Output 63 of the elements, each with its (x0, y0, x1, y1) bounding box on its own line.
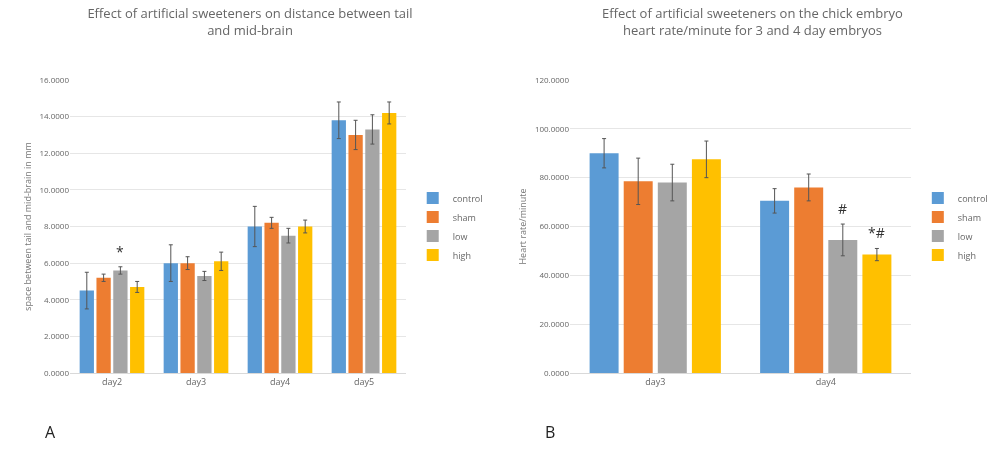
bar (214, 261, 229, 373)
bar (281, 235, 296, 373)
chart-title: Effect of artificial sweeteners on the chick embryo heart rate/minute for 3 and 4 day embryos (602, 4, 904, 40)
legend-label: sham (957, 210, 981, 224)
bar (264, 222, 279, 373)
bar (589, 153, 619, 373)
y-tick-label: 0.0000 (544, 366, 570, 378)
y-tick-label: 80.0000 (539, 171, 570, 183)
y-tick-label: 8.0000 (44, 220, 70, 232)
legend-label: low (957, 229, 973, 243)
legend-label: control (452, 191, 483, 205)
text: B (545, 421, 556, 443)
bar (828, 239, 858, 373)
bar (623, 181, 653, 373)
x-tick-label: day3 (185, 374, 207, 388)
bar (657, 182, 687, 373)
y-tick-label: 0.0000 (44, 366, 70, 378)
bar (247, 226, 262, 373)
bar (691, 159, 721, 373)
bar (197, 275, 212, 373)
y-tick-label: 120.0000 (534, 73, 570, 85)
y-tick-label: 60.0000 (539, 220, 570, 232)
y-axis-title: Heart rate/minute (516, 188, 530, 265)
legend-label: low (452, 229, 468, 243)
x-tick-label: day3 (645, 374, 666, 388)
x-tick-label: day4 (269, 374, 291, 388)
x-tick-label: day5 (353, 374, 375, 388)
legend-label: high (957, 248, 977, 262)
y-axis-title: space between tail and mid-brain in mm (20, 142, 34, 311)
bar (163, 263, 178, 373)
text: A (45, 421, 56, 443)
x-tick-label: day2 (101, 374, 123, 388)
y-tick-label: 20.0000 (539, 317, 570, 329)
x-tick-label: day4 (815, 374, 836, 388)
y-tick-label: 2.0000 (44, 330, 70, 342)
y-tick-label: 100.0000 (534, 122, 570, 134)
annotation: * (116, 242, 124, 261)
chart-title: Effect of artificial sweeteners on distance between tail and mid-brain (87, 4, 413, 40)
bar (348, 134, 363, 373)
bar (862, 254, 892, 373)
bar (180, 263, 195, 373)
bar (298, 226, 313, 373)
legend-label: sham (452, 210, 476, 224)
y-tick-label: 4.0000 (44, 293, 70, 305)
y-tick-label: 10.0000 (39, 183, 70, 195)
bar (331, 120, 346, 373)
y-tick-label: 40.0000 (539, 269, 570, 281)
annotation: *# (868, 223, 885, 242)
bar (760, 200, 790, 373)
annotation: # (838, 199, 848, 218)
bar (96, 277, 111, 373)
bar (365, 129, 380, 373)
legend-label: control (957, 191, 988, 205)
y-tick-label: 6.0000 (44, 256, 70, 268)
y-tick-label: 16.0000 (39, 73, 70, 85)
y-tick-label: 12.0000 (39, 147, 70, 159)
y-tick-label: 14.0000 (39, 110, 70, 122)
bar (794, 187, 824, 373)
bar (130, 286, 145, 373)
legend-label: high (452, 248, 471, 262)
bar (79, 290, 94, 373)
bar (382, 112, 397, 373)
bar (113, 270, 128, 373)
